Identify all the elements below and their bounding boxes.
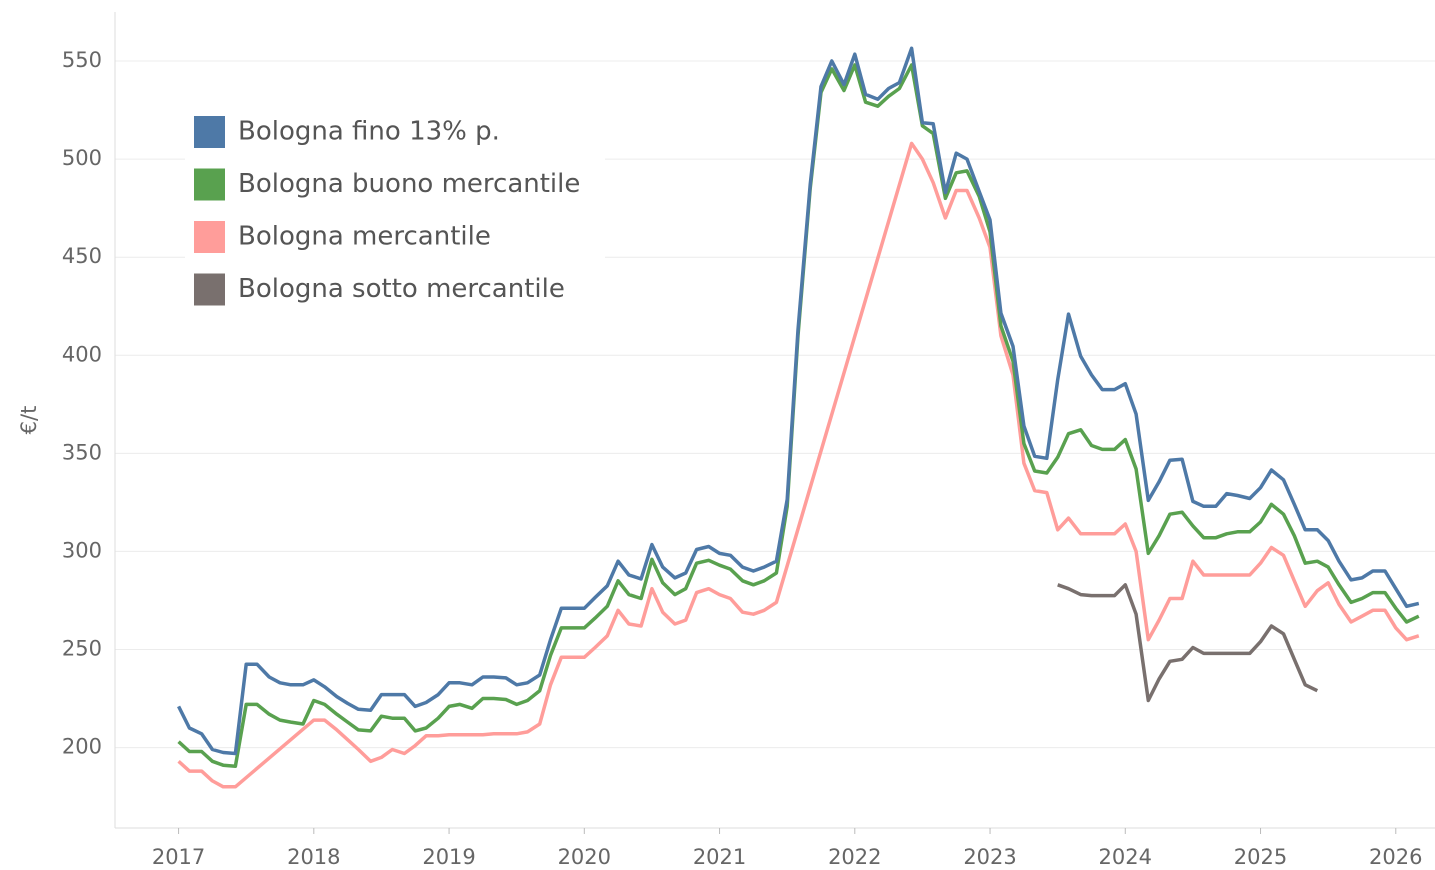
x-tick-label: 2025 bbox=[1234, 845, 1287, 869]
legend-label: Bologna mercantile bbox=[238, 222, 491, 252]
series-line bbox=[1057, 583, 1319, 703]
y-tick-label: 450 bbox=[62, 244, 102, 268]
x-tick-label: 2017 bbox=[152, 845, 205, 869]
legend-background bbox=[185, 105, 605, 317]
legend-label: Bologna fino 13% p. bbox=[238, 117, 500, 147]
y-tick-label: 300 bbox=[62, 538, 102, 562]
legend-swatch bbox=[194, 221, 225, 253]
x-tick-label: 2019 bbox=[422, 845, 475, 869]
x-tick-label: 2020 bbox=[558, 845, 611, 869]
legend-label: Bologna buono mercantile bbox=[238, 169, 580, 199]
y-tick-label: 400 bbox=[62, 342, 102, 366]
y-tick-label: 350 bbox=[62, 440, 102, 464]
y-tick-label: 200 bbox=[62, 735, 102, 759]
x-tick-label: 2026 bbox=[1369, 845, 1422, 869]
legend-swatch bbox=[194, 116, 225, 148]
legend-swatch bbox=[194, 273, 225, 306]
series-line bbox=[177, 46, 1420, 756]
series-line bbox=[177, 141, 1420, 789]
legend-label: Bologna sotto mercantile bbox=[238, 274, 565, 304]
y-axis-label: €/t bbox=[17, 406, 41, 435]
x-tick-label: 2022 bbox=[828, 845, 881, 869]
legend-swatch bbox=[194, 168, 225, 201]
x-tick-label: 2024 bbox=[1099, 845, 1152, 869]
x-tick-label: 2021 bbox=[693, 845, 746, 869]
y-tick-label: 550 bbox=[62, 48, 102, 72]
x-tick-label: 2023 bbox=[963, 845, 1016, 869]
x-tick-label: 2018 bbox=[287, 845, 340, 869]
y-tick-label: 250 bbox=[62, 637, 102, 661]
y-tick-label: 500 bbox=[62, 146, 102, 170]
